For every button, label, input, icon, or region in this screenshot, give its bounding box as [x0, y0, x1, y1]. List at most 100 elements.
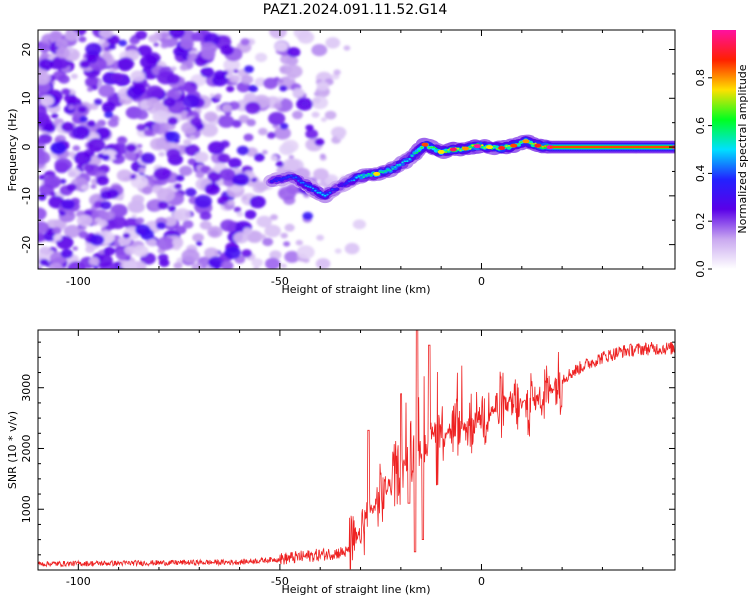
spectrogram-noise-cell	[219, 168, 236, 181]
spectrogram-noise-cell	[133, 245, 149, 257]
spectrogram-noise-cell	[280, 232, 288, 239]
spectrogram-ridge-cell	[309, 186, 312, 189]
spectrogram-noise-cell	[38, 43, 51, 53]
spectrogram-noise-cell	[269, 30, 287, 39]
spectrogram-ridge-cell	[408, 158, 411, 160]
spectrogram-ridge-cell	[427, 146, 431, 149]
spectrogram-noise-cell	[66, 183, 77, 192]
spectrogram-noise-cell	[38, 232, 45, 243]
spectrogram-noise-cell	[181, 248, 200, 263]
spectrogram-noise-cell	[204, 247, 219, 259]
spectrogram-noise-cell	[296, 245, 315, 260]
spectrogram-noise-cell	[175, 174, 185, 182]
spectrogram-noise-cell	[122, 260, 138, 269]
spectrogram-ridge-cell	[273, 178, 276, 181]
spectrogram-noise-cell	[238, 114, 250, 124]
spectrogram-noise-cell	[220, 260, 234, 269]
spectrogram-ridge-cell	[302, 181, 305, 184]
spectrogram-noise-cell	[334, 248, 342, 254]
spectrogram-noise-cell	[52, 227, 62, 235]
spectrogram-ridge-cell	[471, 144, 474, 147]
spectrogram-noise-cell	[284, 223, 295, 232]
spectrogram-noise-cell	[253, 153, 265, 162]
spectrogram-ridge-cell	[391, 168, 394, 170]
spectrogram-ridge-cell	[304, 184, 307, 187]
spectrogram-noise-cell	[218, 115, 235, 128]
spectrogram-noise-cell	[130, 174, 137, 180]
spectrogram-ridge-cell	[282, 177, 286, 180]
spectrogram-ridge-cell	[345, 182, 348, 185]
spectrogram-noise-cell	[182, 94, 200, 108]
spectrogram-noise-cell	[89, 234, 105, 246]
spectrogram-ridge-cell	[516, 143, 521, 147]
spectrogram-ridge-cell	[528, 140, 534, 145]
spectrogram-noise-cell	[236, 145, 249, 156]
spectrogram-noise-cell	[63, 224, 81, 238]
spectrogram-ridge-cell	[352, 179, 356, 182]
y-tick-label: -10	[20, 187, 33, 205]
spectrogram-noise-cell	[104, 211, 116, 220]
spectrogram-ridge-cell	[297, 180, 300, 182]
spectrogram-noise-cell	[166, 73, 180, 85]
spectrogram-noise-cell	[49, 262, 64, 269]
spectrogram-noise-cell	[79, 60, 91, 69]
spectrogram-noise-cell	[102, 101, 116, 112]
spectrogram-noise-cell	[54, 158, 73, 172]
spectrogram-ridge-cell	[507, 144, 511, 147]
y-tick-label: 0	[20, 144, 33, 151]
spectrogram-noise-cell	[243, 65, 254, 74]
x-tick-label: -50	[271, 275, 289, 288]
spectrogram-noise-cell	[195, 241, 203, 246]
spectrogram-noise-cell	[89, 150, 95, 156]
spectrogram-noise-cell	[285, 64, 303, 79]
spectrogram-ridge-cell	[308, 184, 313, 189]
spectrogram-ridge-cell	[367, 172, 370, 175]
spectrogram-noise-cell	[40, 95, 55, 107]
spectrogram-ridge-cell	[493, 145, 496, 148]
spectrogram-noise-cell	[333, 69, 341, 76]
spectrogram-noise-cell	[90, 184, 97, 189]
spectrogram-noise-cell	[221, 104, 233, 113]
spectrogram-ridge-cell	[410, 155, 414, 157]
spectrogram-noise-cell	[129, 36, 140, 45]
spectrogram-noise-cell	[184, 144, 200, 156]
spectrogram-noise-cell	[38, 126, 42, 131]
spectrogram-ridge-cell	[444, 151, 448, 154]
spectrogram-noise-cell	[135, 217, 145, 224]
spectrogram-noise-cell	[158, 253, 169, 262]
spectrogram-noise-cell	[240, 38, 250, 46]
spectrogram-x-ticks: -100 -50 0	[37, 30, 644, 288]
spectrogram-noise-cell	[273, 77, 280, 82]
spectrogram-ridge-cell	[541, 145, 544, 148]
spectrogram-ridge-cell	[275, 180, 278, 183]
spectrogram-noise-cell	[199, 220, 212, 230]
spectrogram-noise-cell	[248, 84, 259, 93]
spectrogram-noise-cell	[236, 81, 251, 93]
colorbar: 0.0 0.2 0.4 0.6 0.8 Normalized spectral ampl…	[694, 30, 749, 278]
spectrogram-noise-cell	[179, 64, 189, 71]
spectrogram-noise-cell	[320, 117, 327, 122]
spectrogram-noise-cell	[268, 111, 286, 126]
spectrogram-ridge-cell	[401, 161, 404, 164]
spectrogram-noise-cell	[263, 77, 278, 90]
spectrogram-noise-cell	[67, 261, 86, 269]
spectrogram-noise-cell	[64, 30, 79, 41]
spectrogram-ridge-cell	[398, 163, 402, 166]
spectrogram-noise-cell	[108, 43, 116, 50]
spectrogram-noise-cell	[270, 155, 278, 161]
spectrogram-noise-cell	[173, 46, 186, 57]
spectrogram-noise-cell	[55, 38, 68, 49]
spectrogram-noise-cell	[190, 82, 196, 88]
spectrogram-noise-cell	[244, 209, 257, 220]
spectrogram-noise-cell	[316, 81, 330, 91]
spectrogram-noise-cell	[91, 85, 98, 91]
spectrogram-ridge-cell	[529, 142, 532, 145]
spectrogram-ridge-cell	[321, 193, 324, 196]
spectrogram-noise-cell	[212, 74, 228, 87]
spectrogram-noise-cell	[92, 221, 98, 226]
spectrogram-noise-cell	[319, 153, 326, 159]
spectrogram-noise-cell	[122, 232, 131, 239]
spectrogram-noise-cell	[38, 193, 47, 201]
spectrogram-noise-cell	[49, 191, 57, 197]
